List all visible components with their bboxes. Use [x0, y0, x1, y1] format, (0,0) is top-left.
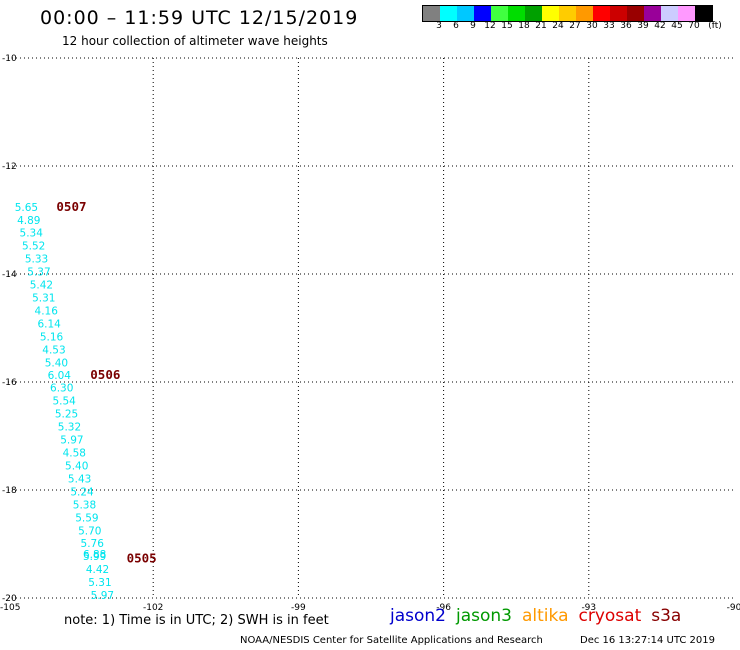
satellite-legend: jason2 jason3 altika cryosat s3a	[390, 606, 691, 626]
lon-tick-label: -90	[727, 603, 740, 613]
color-swatch	[593, 6, 610, 21]
swh-value-label: 5.16	[40, 331, 64, 343]
color-swatch	[423, 6, 440, 21]
legend-item-jason3: jason3	[456, 606, 512, 626]
color-scale-label: 3	[436, 21, 442, 31]
orbit-rev-label: 0507	[56, 199, 86, 214]
orbit-rev-label: 0506	[90, 367, 120, 382]
lat-tick-label: -16	[2, 378, 17, 388]
legend-item-jason2: jason2	[390, 606, 446, 626]
color-swatch	[542, 6, 559, 21]
color-swatch	[491, 6, 508, 21]
lon-tick-label: -105	[0, 603, 20, 613]
color-swatch	[678, 6, 695, 21]
swh-value-label: 5.97	[91, 590, 114, 602]
color-scale-label: 36	[620, 21, 632, 31]
swh-value-label: 5.76	[81, 538, 105, 550]
color-swatch	[525, 6, 542, 21]
lon-tick-label: -96	[436, 603, 451, 613]
color-scale-label: 27	[569, 21, 581, 31]
swh-value-label: 5.42	[30, 280, 53, 292]
credit-footer: NOAA/NESDIS Center for Satellite Applica…	[240, 635, 543, 646]
swh-value-label: 5.25	[55, 409, 78, 421]
page-subtitle: 12 hour collection of altimeter wave hei…	[62, 34, 328, 48]
swh-value-label: 5.24	[70, 486, 94, 498]
color-swatch	[508, 6, 525, 21]
swh-value-label: 5.52	[22, 241, 45, 253]
lon-tick-label: -93	[581, 603, 596, 613]
color-scale-label: 24	[552, 21, 564, 31]
swh-value-label: 4.89	[17, 215, 40, 227]
swh-value-label: 5.38	[73, 499, 96, 511]
lat-tick-label: -14	[2, 270, 17, 280]
swh-value-label: 4.16	[35, 306, 59, 318]
color-scale-label: 30	[586, 21, 598, 31]
color-scale-label: 45	[671, 21, 683, 31]
swh-value-label: 5.31	[32, 293, 55, 305]
swh-value-label: 6.30	[50, 383, 73, 395]
swh-value-label: 5.31	[88, 577, 111, 589]
color-scale-label: 12	[484, 21, 496, 31]
swh-value-label: 5.34	[20, 228, 44, 240]
page-title: 00:00 – 11:59 UTC 12/15/2019	[40, 7, 359, 29]
lat-tick-label: -18	[2, 486, 17, 496]
legend-item-s3a: s3a	[651, 606, 682, 626]
swh-value-label: 5.54	[52, 396, 76, 408]
swh-value-label: 5.40	[65, 460, 88, 472]
swh-value-label: 4.53	[42, 344, 65, 356]
swh-value-label: 5.99	[83, 551, 106, 563]
lat-tick-label: -20	[2, 594, 17, 604]
swh-value-label: 5.32	[58, 422, 81, 434]
color-scale-label: 70	[688, 21, 700, 31]
lat-tick-label: -12	[2, 162, 17, 172]
color-swatch	[440, 6, 457, 21]
color-swatch	[576, 6, 593, 21]
lat-tick-label: -10	[2, 54, 17, 64]
orbit-rev-label: 0505	[127, 550, 157, 565]
color-scale-label: 33	[603, 21, 615, 31]
swh-value-label: 6.88	[83, 549, 106, 561]
swh-value-label: 5.43	[68, 473, 91, 485]
swh-value-label: 4.58	[63, 448, 86, 460]
legend-item-altika: altika	[522, 606, 569, 626]
swh-value-label: 5.40	[45, 357, 68, 369]
color-scale-bar	[422, 5, 713, 22]
color-scale-label: 9	[470, 21, 476, 31]
color-swatch	[457, 6, 474, 21]
color-swatch	[474, 6, 491, 21]
swh-value-label: 4.42	[86, 564, 109, 576]
color-swatch	[559, 6, 576, 21]
swh-value-label: 5.97	[60, 435, 83, 447]
swh-value-label: 5.65	[15, 202, 38, 214]
lon-tick-label: -99	[291, 603, 306, 613]
color-scale-label: 6	[453, 21, 459, 31]
swh-value-label: 5.70	[78, 525, 101, 537]
units-note: note: 1) Time is in UTC; 2) SWH is in fe…	[64, 613, 329, 628]
color-scale-label: 39	[637, 21, 649, 31]
swh-value-label: 5.59	[75, 512, 98, 524]
swh-value-label: 6.04	[48, 370, 72, 382]
swh-value-label: 6.14	[37, 318, 61, 330]
legend-item-cryosat: cryosat	[578, 606, 642, 626]
swh-value-label: 5.37	[27, 267, 50, 279]
lon-tick-label: -102	[143, 603, 163, 613]
generated-timestamp: Dec 16 13:27:14 UTC 2019	[580, 635, 715, 646]
color-swatch	[661, 6, 678, 21]
color-scale-label: 15	[501, 21, 513, 31]
color-scale-label: 42	[654, 21, 666, 31]
color-swatch	[610, 6, 627, 21]
color-swatch	[695, 6, 712, 21]
swh-value-label: 5.33	[25, 254, 48, 266]
color-scale-label: 21	[535, 21, 547, 31]
color-scale-label: (ft)	[708, 21, 722, 31]
color-scale-label: 18	[518, 21, 530, 31]
color-swatch	[627, 6, 644, 21]
color-swatch	[644, 6, 661, 21]
